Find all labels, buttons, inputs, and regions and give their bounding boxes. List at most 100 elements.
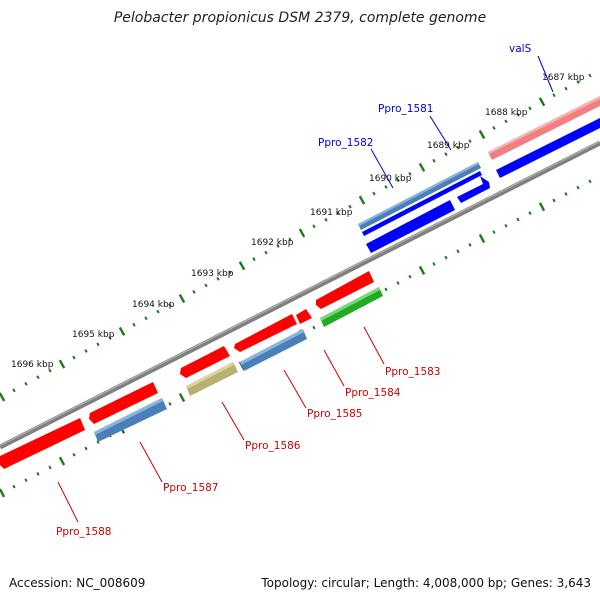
- minor-tick: [504, 119, 508, 124]
- major-tick: [418, 265, 426, 275]
- gene-label-Ppro_1585[interactable]: Ppro_1585: [307, 408, 362, 420]
- gene-blue[interactable]: [496, 118, 600, 178]
- minor-tick: [432, 262, 436, 266]
- gene-Ppro_1586-highlight: [186, 362, 234, 389]
- major-tick: [358, 195, 366, 205]
- minor-tick: [264, 250, 268, 255]
- minor-tick: [204, 283, 208, 288]
- gene-red-mid[interactable]: [89, 382, 158, 424]
- minor-tick: [48, 368, 52, 373]
- minor-tick: [288, 237, 292, 242]
- minor-tick: [84, 349, 88, 353]
- minor-tick: [12, 484, 16, 489]
- minor-tick: [24, 478, 28, 483]
- major-tick: [298, 228, 306, 238]
- minor-tick: [216, 276, 220, 281]
- gene-label-valS[interactable]: valS: [509, 43, 532, 55]
- minor-tick: [156, 309, 160, 314]
- gene-label-Ppro_1584[interactable]: Ppro_1584: [345, 387, 401, 399]
- reverse-genes: [0, 271, 383, 469]
- gene-red-small[interactable]: [180, 346, 230, 378]
- kbp-label: 1690 kbp: [369, 174, 412, 184]
- minor-tick: [12, 388, 16, 393]
- major-tick: [418, 162, 426, 172]
- map-title: Pelobacter propionicus DSM 2379, complet…: [114, 10, 486, 26]
- minor-tick: [444, 152, 448, 157]
- minor-tick: [396, 178, 400, 183]
- minor-tick: [528, 106, 532, 111]
- major-tick: [0, 488, 6, 498]
- minor-tick: [552, 93, 556, 98]
- minor-tick: [588, 73, 592, 78]
- topology-text: Topology: circular; Length: 4,008,000 bp…: [260, 576, 591, 590]
- minor-tick: [492, 126, 496, 130]
- minor-tick: [576, 80, 580, 84]
- minor-tick: [408, 274, 412, 279]
- minor-tick: [528, 211, 532, 215]
- minor-tick: [408, 172, 412, 176]
- label-connectors: [57, 55, 554, 523]
- gene-red[interactable]: [316, 271, 374, 309]
- accession-text: Accession: NC_008609: [9, 576, 145, 590]
- minor-tick: [108, 336, 112, 340]
- kbp-label: 1694 kbp: [132, 300, 175, 310]
- gene-Ppro_1588[interactable]: [0, 418, 85, 469]
- outer-tick-track: [0, 73, 592, 402]
- gene-thin-blue[interactable]: [362, 171, 482, 236]
- minor-tick: [96, 342, 100, 347]
- genome-backbone: [0, 140, 600, 450]
- minor-tick: [192, 290, 196, 294]
- major-tick: [478, 234, 486, 244]
- gene-label-Ppro_1582[interactable]: Ppro_1582: [318, 137, 373, 149]
- major-tick: [538, 97, 546, 107]
- genome-backbone-highlight: [0, 141, 600, 446]
- gene-Ppro_1585[interactable]: [240, 329, 307, 371]
- gene-valS-highlight: [488, 96, 600, 154]
- minor-tick: [516, 112, 520, 117]
- minor-tick: [432, 158, 436, 163]
- minor-tick: [384, 287, 388, 292]
- gene-label-Ppro_1588[interactable]: Ppro_1588: [56, 526, 111, 538]
- minor-tick: [72, 355, 76, 360]
- minor-tick: [324, 217, 328, 222]
- major-tick: [238, 261, 246, 271]
- gene-label-Ppro_1587[interactable]: Ppro_1587: [163, 482, 218, 494]
- minor-tick: [468, 139, 472, 143]
- gene-Ppro_1584[interactable]: [296, 309, 312, 324]
- gene-label-Ppro_1583[interactable]: Ppro_1583: [385, 366, 440, 378]
- gene-Ppro_1583[interactable]: [320, 287, 383, 327]
- gene-Ppro_1581[interactable]: [457, 176, 490, 203]
- minor-tick: [564, 192, 568, 196]
- minor-tick: [132, 322, 136, 327]
- gene-label-Ppro_1586[interactable]: Ppro_1586: [245, 440, 301, 452]
- major-tick: [118, 326, 126, 336]
- gene-red-long[interactable]: [234, 314, 297, 352]
- minor-tick: [444, 255, 448, 260]
- major-tick: [538, 202, 546, 212]
- minor-tick: [276, 244, 280, 248]
- minor-tick: [504, 223, 508, 228]
- minor-tick: [36, 375, 40, 380]
- minor-tick: [336, 211, 340, 216]
- minor-tick: [516, 217, 520, 222]
- gene-blue-lower[interactable]: [366, 200, 455, 253]
- minor-tick: [372, 191, 376, 196]
- major-tick: [58, 456, 66, 466]
- gene-label-Ppro_1581[interactable]: Ppro_1581: [378, 103, 433, 115]
- minor-tick: [468, 243, 472, 247]
- gene-Ppro_1586[interactable]: [186, 362, 238, 396]
- gene-Ppro_1585-highlight: [240, 329, 304, 365]
- gene-Ppro_1583-highlight: [320, 287, 380, 321]
- kbp-label: 1688 kbp: [485, 108, 528, 118]
- minor-tick: [564, 86, 568, 91]
- kbp-label: 1691 kbp: [310, 208, 353, 218]
- minor-tick: [168, 402, 172, 406]
- minor-tick: [168, 303, 172, 307]
- kbp-label: 1692 kbp: [251, 238, 294, 248]
- minor-tick: [552, 198, 556, 203]
- gene-Ppro_1587[interactable]: [94, 398, 167, 442]
- minor-tick: [24, 381, 28, 386]
- minor-tick: [312, 224, 316, 229]
- gene-Ppro_1582[interactable]: [358, 162, 481, 230]
